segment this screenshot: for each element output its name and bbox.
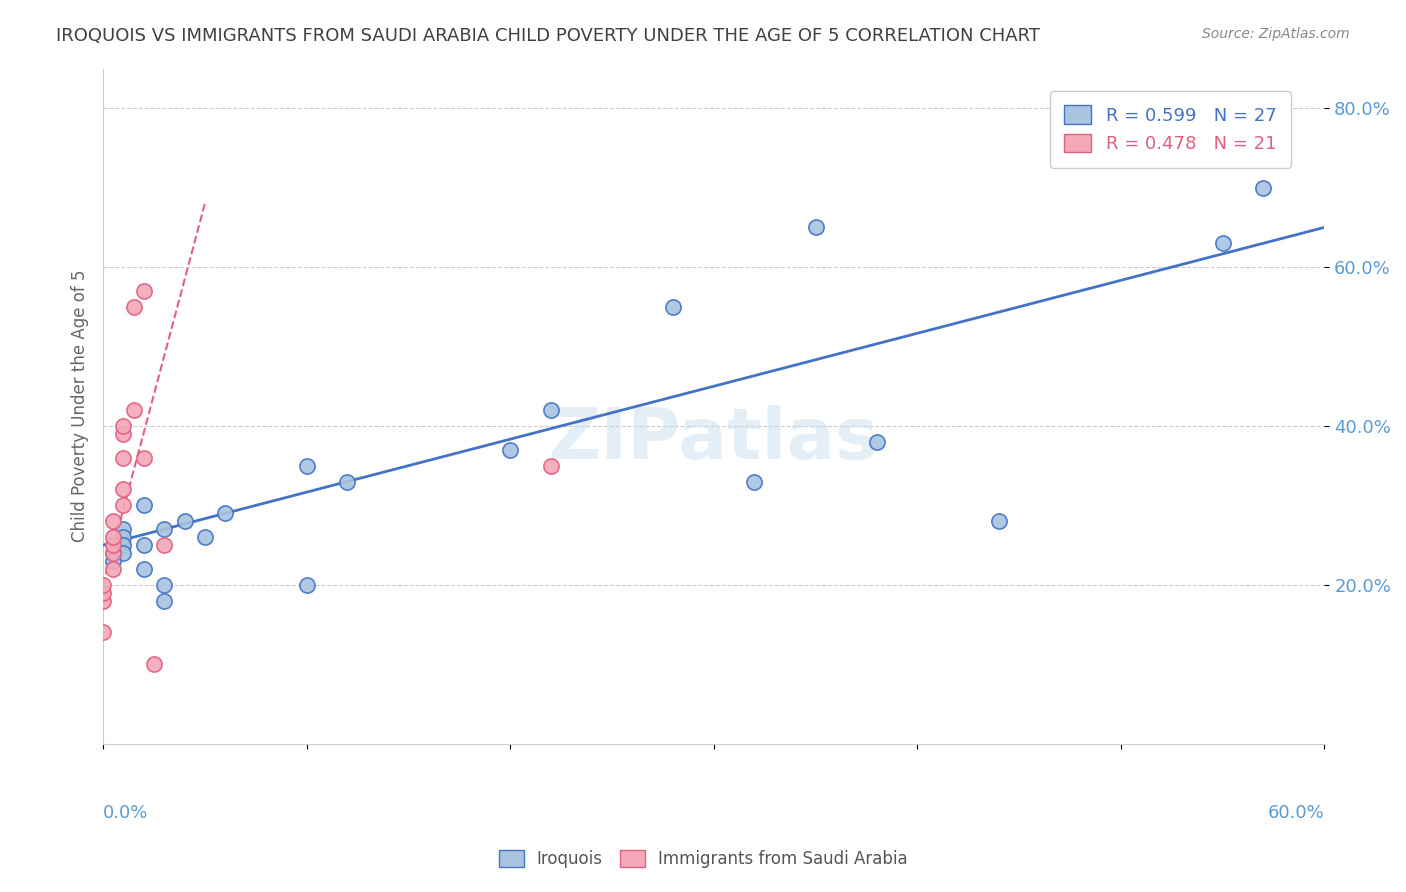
Point [194,530,217,544]
Point [153,593,176,607]
Point [143,657,166,672]
Point [91,625,114,640]
Text: Source: ZipAtlas.com: Source: ZipAtlas.com [1202,27,1350,41]
Text: 60.0%: 60.0% [1268,805,1324,822]
Point [865,434,887,449]
Point [112,538,135,552]
Point [132,562,155,576]
Point [540,403,562,417]
Point [112,483,135,497]
Point [744,475,766,489]
Point [153,522,176,536]
Point [1212,236,1234,251]
Point [103,546,125,560]
Point [103,530,125,544]
Point [91,593,114,607]
Point [103,538,125,552]
Point [804,220,827,235]
Text: IROQUOIS VS IMMIGRANTS FROM SAUDI ARABIA CHILD POVERTY UNDER THE AGE OF 5 CORREL: IROQUOIS VS IMMIGRANTS FROM SAUDI ARABIA… [56,27,1040,45]
Point [336,475,359,489]
Point [112,419,135,434]
Point [214,506,236,520]
Point [103,514,125,528]
Point [987,514,1010,528]
Legend: Iroquois, Immigrants from Saudi Arabia: Iroquois, Immigrants from Saudi Arabia [492,843,914,875]
Point [91,578,114,592]
Point [112,426,135,441]
Y-axis label: Child Poverty Under the Age of 5: Child Poverty Under the Age of 5 [72,270,89,542]
Text: ZIPatlas: ZIPatlas [548,405,879,475]
Point [153,578,176,592]
Point [132,499,155,513]
Point [91,586,114,600]
Text: 0.0%: 0.0% [103,805,149,822]
Point [173,514,195,528]
Point [295,458,318,473]
Point [103,546,125,560]
Point [112,522,135,536]
Point [153,538,176,552]
Point [295,578,318,592]
Point [132,450,155,465]
Point [132,284,155,298]
Point [112,499,135,513]
Point [1253,180,1275,194]
Point [122,300,145,314]
Point [112,530,135,544]
Point [662,300,685,314]
Point [499,442,522,457]
Point [132,538,155,552]
Point [103,554,125,568]
Point [122,403,145,417]
Point [112,450,135,465]
Point [103,562,125,576]
Point [540,458,562,473]
Legend: R = 0.599   N = 27, R = 0.478   N = 21: R = 0.599 N = 27, R = 0.478 N = 21 [1050,91,1291,168]
Point [112,546,135,560]
